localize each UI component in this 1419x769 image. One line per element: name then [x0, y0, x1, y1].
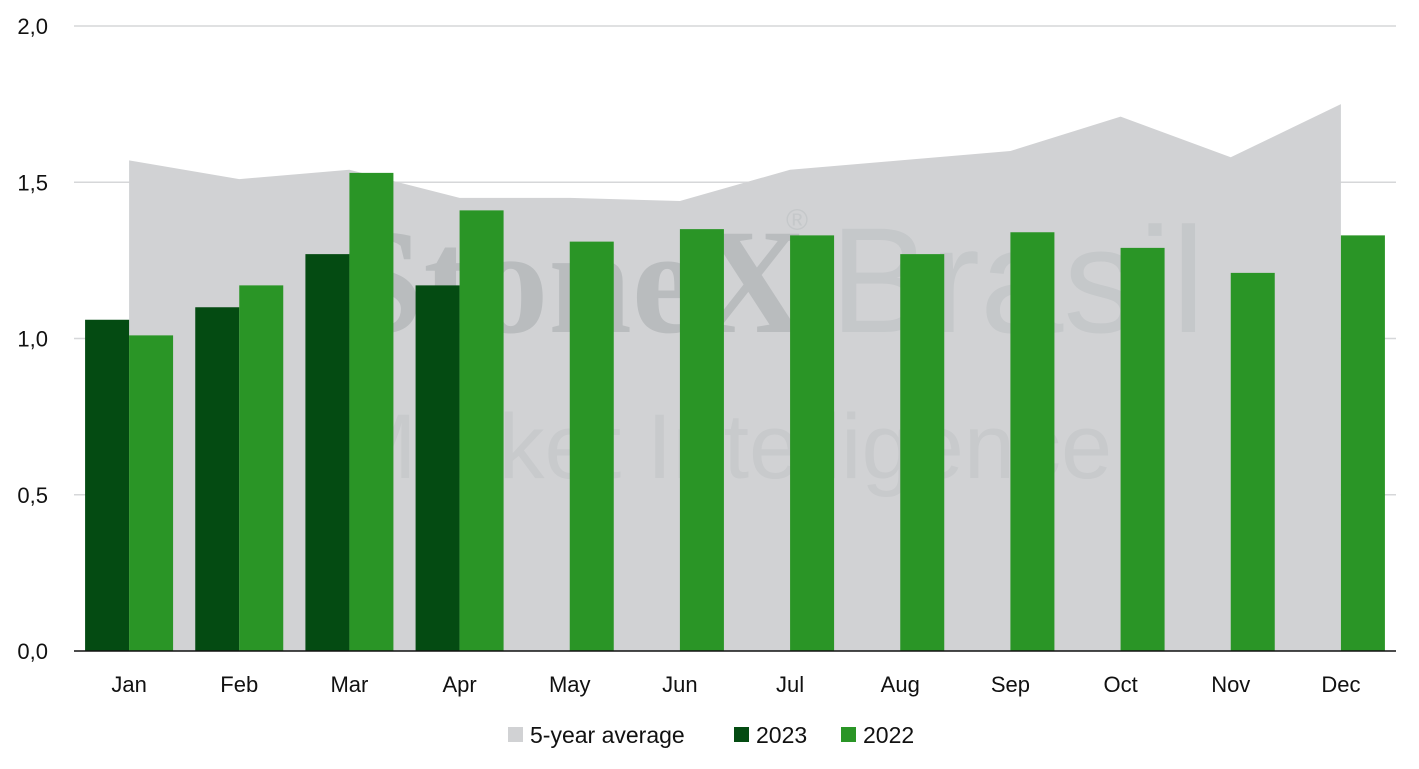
legend: 5-year average 2023 2022 — [508, 722, 914, 748]
legend-swatch-2023 — [734, 727, 749, 742]
bar-2022-Aug — [900, 254, 945, 651]
bar-2023-Feb — [195, 307, 240, 651]
bar-2023-Apr — [415, 285, 460, 651]
x-tick-label-Jul: Jul — [776, 672, 804, 697]
x-tick-label-Aug: Aug — [881, 672, 920, 697]
x-tick-label-Apr: Apr — [442, 672, 476, 697]
bar-2022-Oct — [1120, 247, 1165, 651]
bar-2022-Nov — [1230, 272, 1275, 651]
y-tick-label: 0,5 — [17, 483, 48, 508]
bar-2022-Jun — [679, 229, 724, 651]
bars — [85, 172, 1385, 651]
bar-2022-Mar — [349, 172, 394, 651]
y-axis-tick-labels: 0,0 0,5 1,0 1,5 2,0 — [17, 14, 48, 664]
legend-swatch-2022 — [841, 727, 856, 742]
bar-2022-Sep — [1010, 232, 1055, 651]
legend-label-2023: 2023 — [756, 722, 807, 748]
x-axis-tick-labels: Jan Feb Mar Apr May Jun Jul Aug Sep Oct Nov Dec — [111, 672, 1360, 697]
x-tick-label-Sep: Sep — [991, 672, 1030, 697]
y-tick-label: 1,0 — [17, 327, 48, 352]
bar-2022-May — [569, 241, 614, 651]
watermark-registered: ® — [786, 204, 808, 237]
x-tick-label-Jan: Jan — [111, 672, 146, 697]
bar-2022-Feb — [239, 285, 284, 651]
x-tick-label-Jun: Jun — [662, 672, 697, 697]
x-tick-label-Mar: Mar — [330, 672, 368, 697]
bar-2023-Jan — [85, 319, 130, 651]
bar-2022-Jul — [790, 235, 835, 651]
y-tick-label: 1,5 — [17, 170, 48, 195]
legend-label-5-year average: 5-year average — [530, 722, 685, 748]
bar-2022-Dec — [1340, 235, 1385, 651]
bar-2022-Jan — [129, 335, 174, 651]
y-tick-label: 2,0 — [17, 14, 48, 39]
x-tick-label-Dec: Dec — [1321, 672, 1360, 697]
bar-2023-Mar — [305, 254, 350, 651]
y-tick-label: 0,0 — [17, 639, 48, 664]
x-tick-label-Nov: Nov — [1211, 672, 1250, 697]
bar-2022-Apr — [459, 210, 504, 651]
legend-swatch-5-year average — [508, 727, 523, 742]
x-tick-label-May: May — [549, 672, 591, 697]
x-tick-label-Feb: Feb — [220, 672, 258, 697]
legend-label-2022: 2022 — [863, 722, 914, 748]
x-tick-label-Oct: Oct — [1103, 672, 1137, 697]
